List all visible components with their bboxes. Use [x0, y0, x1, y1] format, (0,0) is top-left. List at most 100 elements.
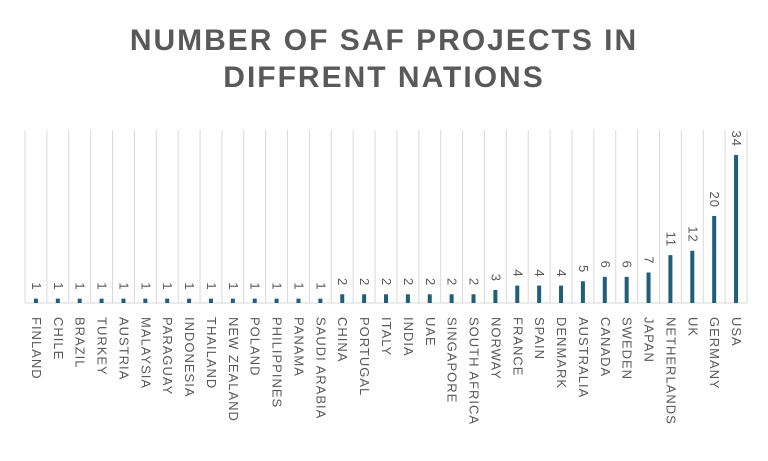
data-label: 2: [379, 278, 394, 286]
bar-japan: [646, 272, 651, 303]
data-label: 1: [51, 282, 66, 290]
x-tick-label: FINLAND: [29, 317, 44, 380]
x-tick-label: NORWAY: [488, 317, 503, 380]
bar-portugal: [362, 294, 367, 303]
data-label: 4: [532, 269, 547, 277]
bar-thailand: [208, 298, 213, 303]
x-tick-label: FRANCE: [510, 317, 525, 376]
x-tick-label: MALAYSIA: [138, 317, 153, 389]
x-tick-label: USA: [729, 317, 744, 347]
x-tick-label: NETHERLANDS: [663, 317, 678, 425]
data-label: 4: [510, 269, 525, 277]
x-tick-label: UK: [685, 317, 700, 337]
x-tick-label: CHINA: [335, 317, 350, 362]
data-label: 1: [313, 282, 328, 290]
chart-title-line-1: NUMBER OF SAF PROJECTS IN: [129, 24, 639, 57]
bar-south-africa: [471, 294, 476, 303]
bar-finland: [33, 298, 38, 303]
data-label: 12: [685, 226, 700, 242]
data-label: 2: [423, 278, 438, 286]
data-label: 6: [620, 261, 635, 269]
data-label: 7: [642, 256, 657, 264]
bar-turkey: [99, 298, 104, 303]
x-tick-label: CANADA: [598, 317, 613, 377]
data-label: 1: [204, 282, 219, 290]
data-label: 1: [226, 282, 241, 290]
bar-canada: [602, 276, 607, 303]
data-label: 2: [467, 278, 482, 286]
bar-uae: [427, 294, 432, 303]
x-tick-label: BRAZIL: [73, 317, 88, 369]
data-label: 6: [598, 261, 613, 269]
chart-title: NUMBER OF SAF PROJECTS IN DIFFRENT NATIO…: [0, 22, 768, 96]
data-label: 2: [335, 278, 350, 286]
x-tick-label: THAILAND: [204, 317, 219, 389]
bar-chile: [55, 298, 60, 303]
bar-norway: [493, 289, 498, 303]
bar-poland: [252, 298, 257, 303]
data-label: 1: [160, 282, 175, 290]
bar-australia: [580, 281, 585, 303]
x-tick-label: POLAND: [248, 317, 263, 376]
bar-brazil: [77, 298, 82, 303]
data-label: 1: [270, 282, 285, 290]
x-tick-label: AUSTRIA: [116, 317, 131, 380]
bar-austria: [121, 298, 126, 303]
bar-china: [340, 294, 345, 303]
data-label: 2: [357, 278, 372, 286]
x-tick-label: DENMARK: [554, 317, 569, 389]
x-tick-label: AUSTRALIA: [576, 317, 591, 398]
data-label: 34: [729, 131, 744, 147]
x-tick-label: PANAMA: [291, 317, 306, 377]
bar-saudi-arabia: [318, 298, 323, 303]
data-label: 11: [663, 232, 678, 248]
data-label: 1: [248, 282, 263, 290]
x-tick-label: SPAIN: [532, 317, 547, 360]
x-tick-label: SINGAPORE: [445, 317, 460, 403]
bar-singapore: [449, 294, 454, 303]
data-label: 20: [707, 191, 722, 207]
x-tick-label: JAPAN: [642, 317, 657, 363]
data-label: 1: [138, 282, 153, 290]
bar-sweden: [624, 276, 629, 303]
bar-india: [405, 294, 410, 303]
data-label: 3: [488, 274, 503, 282]
x-tick-label: GERMANY: [707, 317, 722, 390]
x-tick-label: SOUTH AFRICA: [467, 317, 482, 425]
bar-malaysia: [143, 298, 148, 303]
bar-denmark: [559, 285, 564, 303]
bar-paraguay: [165, 298, 170, 303]
x-tick-label: TURKEY: [95, 317, 110, 376]
bar-uk: [690, 250, 695, 303]
x-tick-label: NEW ZEALAND: [226, 317, 241, 422]
bar-germany: [712, 215, 717, 303]
bar-spain: [537, 285, 542, 303]
data-label: 1: [29, 282, 44, 290]
data-label: 1: [182, 282, 197, 290]
bar-new-zealand: [230, 298, 235, 303]
x-tick-label: PHILIPPINES: [270, 317, 285, 408]
data-label: 5: [576, 265, 591, 273]
bar-italy: [384, 294, 388, 303]
bar-netherlands: [668, 255, 673, 303]
bar-usa: [734, 155, 739, 303]
bar-france: [515, 285, 520, 303]
data-label: 2: [401, 278, 416, 286]
x-tick-label: SWEDEN: [620, 317, 635, 380]
data-label: 2: [445, 278, 460, 286]
x-tick-label: SAUDI ARABIA: [313, 317, 328, 419]
x-tick-label: CHILE: [51, 317, 66, 360]
data-label: 4: [554, 269, 569, 277]
x-tick-label: UAE: [423, 317, 438, 347]
x-tick-label: PARAGUAY: [160, 317, 175, 395]
x-tick-label: PORTUGAL: [357, 317, 372, 396]
bar-indonesia: [187, 298, 192, 303]
bar-philippines: [274, 298, 279, 303]
data-label: 1: [116, 282, 131, 290]
x-tick-label: INDIA: [401, 317, 416, 357]
x-tick-label: ITALY: [379, 317, 394, 356]
chart-title-line-2: DIFFRENT NATIONS: [223, 61, 545, 94]
data-label: 1: [95, 282, 110, 290]
bar-panama: [296, 298, 301, 303]
